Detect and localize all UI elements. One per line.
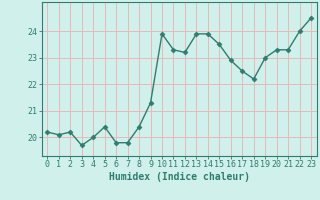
- X-axis label: Humidex (Indice chaleur): Humidex (Indice chaleur): [109, 172, 250, 182]
